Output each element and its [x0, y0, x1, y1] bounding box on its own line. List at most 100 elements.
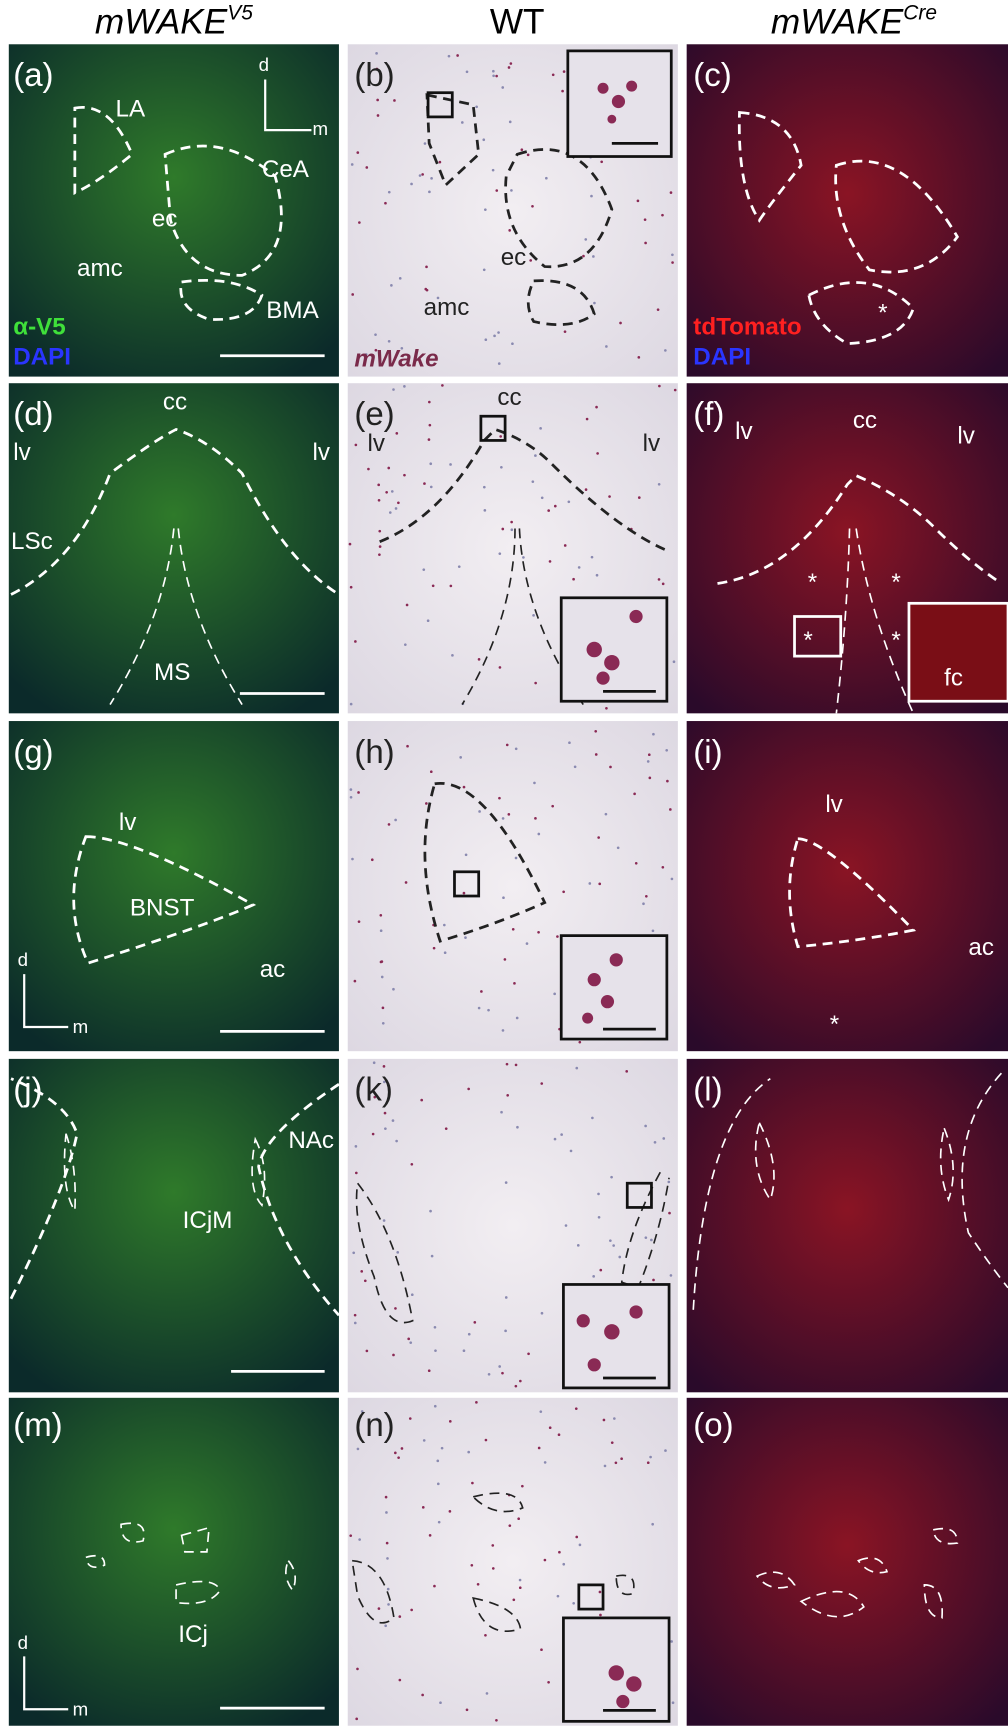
- cell-dot: [638, 496, 641, 499]
- cell-dot: [356, 1668, 359, 1671]
- cell-dot: [450, 585, 453, 588]
- cell-dot: [356, 151, 359, 154]
- micrograph: [687, 721, 1008, 1051]
- region-label: LSc: [11, 528, 53, 555]
- cell-dot: [540, 1082, 543, 1085]
- region-label: ac: [968, 934, 994, 961]
- cell-dot: [427, 619, 430, 622]
- cell-dot: [519, 1380, 522, 1383]
- cell-dot: [394, 1307, 397, 1310]
- cell-dot: [637, 200, 640, 203]
- cell-dot: [482, 138, 485, 141]
- cell-dot: [521, 1485, 524, 1488]
- cell-dot: [652, 733, 655, 736]
- region-label: fc: [944, 665, 963, 692]
- cell-dot: [375, 52, 378, 55]
- cell-dot: [349, 543, 352, 546]
- cell-dot: [578, 566, 581, 569]
- cell-dot: [406, 604, 409, 607]
- column-headers: mWAKEV5 WT mWAKECre: [95, 1, 937, 42]
- region-label: *: [830, 1011, 840, 1038]
- cell-dot: [429, 462, 432, 465]
- cell-dot: [471, 1564, 474, 1567]
- cell-dot: [409, 1341, 412, 1344]
- cell-dot: [565, 1224, 568, 1227]
- cell-dot: [519, 1579, 522, 1582]
- cell-dot: [367, 468, 370, 471]
- cell-dot: [420, 1099, 423, 1102]
- cell-dot: [350, 703, 353, 706]
- region-label: cc: [853, 407, 877, 434]
- cell-dot: [591, 556, 594, 559]
- cell-dot: [527, 153, 530, 156]
- cell-dot: [644, 242, 647, 245]
- cell-dot: [516, 1017, 519, 1020]
- cell-dot: [395, 432, 398, 435]
- cell-dot: [599, 1591, 602, 1594]
- cell-dot: [484, 1634, 487, 1637]
- cell-dot: [575, 1407, 578, 1410]
- cell-dot: [605, 345, 608, 348]
- cell-dot: [383, 1219, 386, 1222]
- cell-dot: [350, 788, 353, 791]
- cell-dot: [582, 255, 585, 258]
- cell-dot: [572, 578, 575, 581]
- cell-dot: [645, 1236, 648, 1239]
- cell-dot: [355, 1172, 358, 1175]
- cell-dot: [647, 1461, 650, 1464]
- cell-dot: [466, 1708, 469, 1711]
- cell-dot: [483, 268, 486, 271]
- cell-dot: [451, 654, 454, 657]
- cell-dot: [662, 866, 665, 869]
- cell-dot: [385, 1511, 388, 1514]
- cell-dot: [374, 333, 377, 336]
- cell-dot: [396, 1251, 399, 1254]
- cell-dot: [351, 858, 354, 861]
- cell-dot: [579, 1544, 582, 1547]
- cell-dot: [364, 1279, 367, 1282]
- cell-dot: [651, 1523, 654, 1526]
- cell-dot: [428, 401, 431, 404]
- cell-dot: [667, 1181, 670, 1184]
- panel-backgrounds: [9, 44, 1008, 1725]
- cell-dot: [357, 791, 360, 794]
- cell-dot: [652, 1279, 655, 1282]
- cell-dot: [495, 189, 498, 192]
- cell-dot: [517, 1517, 520, 1520]
- cell-dot: [568, 741, 571, 744]
- cell-dot: [377, 484, 380, 487]
- cell-dot: [384, 1112, 387, 1115]
- region-label: m: [313, 118, 329, 139]
- cell-dot: [403, 385, 406, 388]
- cell-dot: [508, 229, 511, 232]
- cell-dot: [488, 1373, 491, 1376]
- cell-dot: [443, 924, 446, 927]
- cell-dot: [437, 1483, 440, 1486]
- cell-dot: [539, 1410, 542, 1413]
- cell-dot: [351, 293, 354, 296]
- cell-dot: [377, 114, 380, 117]
- region-label: m: [73, 1016, 89, 1037]
- region-label: lv: [957, 423, 975, 450]
- cell-dot: [658, 578, 661, 581]
- cell-dot: [378, 1607, 381, 1610]
- cell-dot: [397, 501, 400, 504]
- header-text: mWAKE: [95, 3, 228, 42]
- cell-dot: [422, 1506, 425, 1509]
- region-label: lv: [13, 439, 31, 466]
- cell-dot: [349, 1534, 352, 1537]
- region-label: BNST: [130, 895, 195, 922]
- cell-dot: [506, 1094, 509, 1097]
- cell-dot: [662, 583, 665, 586]
- cell-dot: [480, 990, 483, 993]
- panel-letter: (i): [693, 733, 722, 770]
- cell-dot: [557, 1595, 560, 1598]
- panel-letter: (k): [354, 1071, 392, 1108]
- cell-dot: [484, 509, 487, 512]
- cell-dot: [649, 1456, 652, 1459]
- cell-dot: [477, 1583, 480, 1586]
- cell-dot: [387, 467, 390, 470]
- cell-dot: [508, 66, 511, 69]
- cell-dot: [355, 1717, 358, 1720]
- cell-dot: [619, 322, 622, 325]
